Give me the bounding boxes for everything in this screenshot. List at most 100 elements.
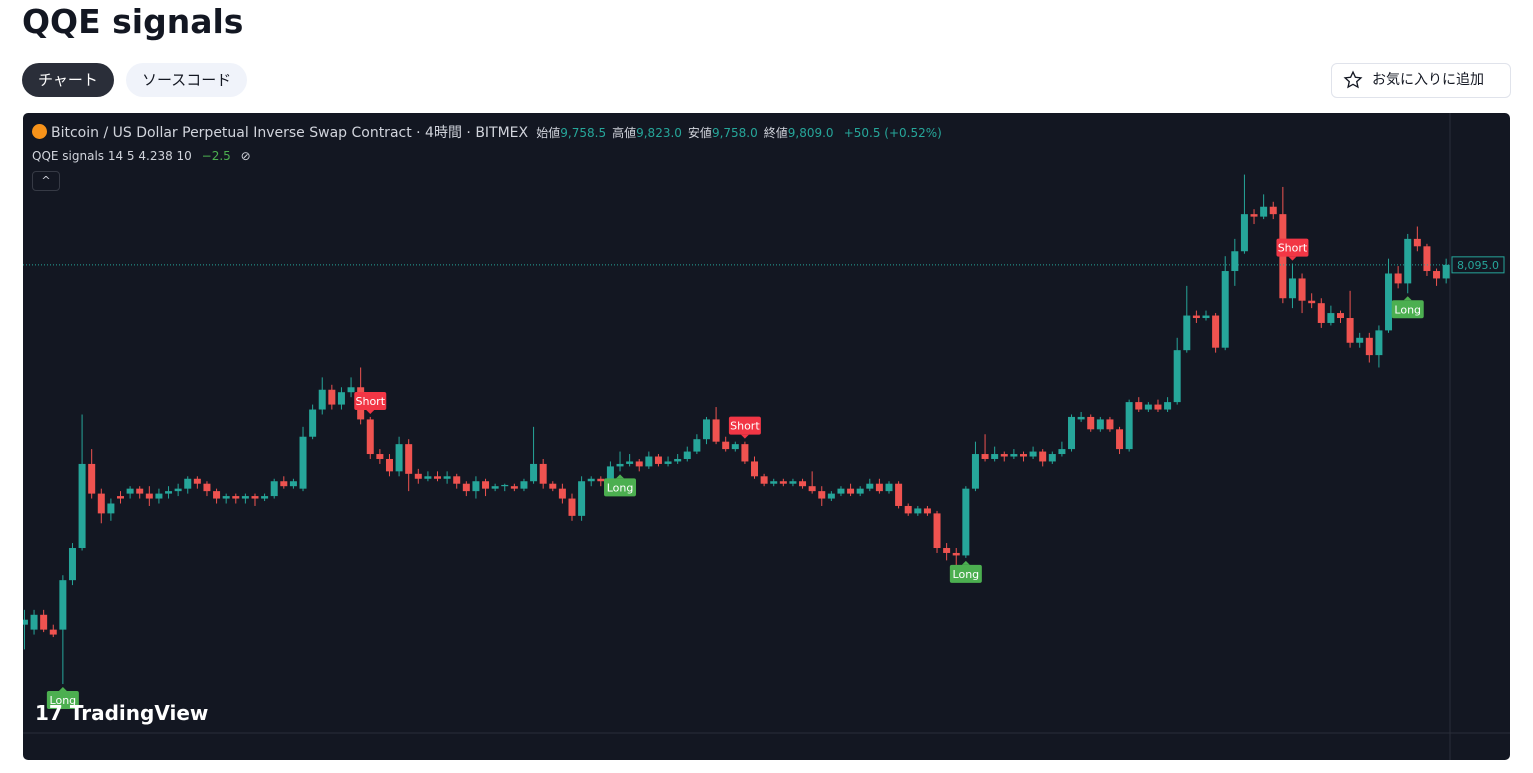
candle-body <box>241 496 249 499</box>
candle-body <box>155 493 163 499</box>
candle-body <box>1039 451 1047 462</box>
candle-body <box>683 451 691 459</box>
candle-body <box>1154 404 1162 410</box>
candle-body <box>1298 278 1306 301</box>
candle-body <box>549 483 557 489</box>
candle-body <box>1106 419 1114 430</box>
candle-body <box>289 481 297 487</box>
tab-chart[interactable]: チャート <box>22 63 114 97</box>
candle-body <box>203 483 211 492</box>
candle-body <box>1135 402 1143 410</box>
candle-body <box>1260 206 1268 217</box>
legend-value: 9,809.0 <box>787 126 834 140</box>
signal-box <box>728 416 761 435</box>
signal-pointer <box>740 434 749 439</box>
legend-value: 9,758.5 <box>560 126 607 140</box>
candle-body <box>606 466 614 482</box>
candle-body <box>885 483 893 492</box>
signal-label: Short <box>355 395 385 408</box>
candle-body <box>424 476 432 479</box>
candle-body <box>943 548 951 553</box>
candle-body <box>462 483 470 492</box>
candle-body <box>30 614 38 630</box>
signal-pointer <box>616 474 625 479</box>
candle-body <box>232 496 240 499</box>
candle-body <box>299 436 307 489</box>
candle-body <box>722 441 730 450</box>
last-price-label: 8,095.0 <box>1457 259 1499 272</box>
candle-body <box>962 488 970 556</box>
candle-body <box>1087 416 1095 430</box>
favorite-button[interactable]: お気に入りに追加 <box>1331 63 1511 98</box>
candle-body <box>405 444 413 474</box>
candle-body <box>491 486 499 489</box>
candle-body <box>1173 350 1181 403</box>
candle-body <box>222 496 230 499</box>
legend-value: 9,758.0 <box>711 126 758 140</box>
candle-body <box>866 483 874 489</box>
hide-icon[interactable]: ⊘ <box>240 149 251 163</box>
indicator-value: −2.5 <box>201 149 231 163</box>
candle-body <box>1096 419 1104 430</box>
candle-body <box>702 419 710 440</box>
signal-label: Long <box>953 568 980 581</box>
candle-body <box>597 478 605 482</box>
signal-box <box>604 478 637 497</box>
candle-body <box>1385 273 1393 331</box>
candle-body <box>1221 271 1229 348</box>
signal-box <box>1276 238 1309 257</box>
candle-body <box>482 481 490 489</box>
candle-body <box>578 481 586 516</box>
candle-body <box>1365 337 1373 356</box>
candle-body <box>693 439 701 452</box>
candle-body <box>1346 318 1354 343</box>
candle-body <box>981 454 989 459</box>
signal-pointer <box>1288 256 1297 261</box>
signal-label: Long <box>1394 303 1421 316</box>
change: +50.5 (+0.52%) <box>843 126 942 140</box>
signal-label: Short <box>730 420 760 433</box>
candle-body <box>1433 271 1441 279</box>
candle-body <box>366 419 374 455</box>
candle-body <box>827 493 835 499</box>
candle-body <box>318 389 326 410</box>
candle-body <box>1231 251 1239 272</box>
tab-source[interactable]: ソースコード <box>126 63 248 97</box>
candle-body <box>587 478 595 482</box>
signal-label: Short <box>1278 242 1308 255</box>
signal-label: Long <box>607 481 634 494</box>
candle-body <box>1423 246 1431 272</box>
candle-body <box>616 463 624 467</box>
candle-body <box>664 461 672 464</box>
candle-body <box>97 493 105 514</box>
candle-body <box>741 444 749 462</box>
favorite-label: お気に入りに追加 <box>1372 72 1484 88</box>
candle-body <box>1116 429 1124 450</box>
symbol-legend: Bitcoin / US Dollar Perpetual Inverse Sw… <box>32 122 942 142</box>
candle-body <box>40 614 48 630</box>
candle-body <box>1250 214 1258 217</box>
candle-body <box>472 481 480 492</box>
candle-body <box>837 488 845 494</box>
candle-body <box>1413 238 1421 247</box>
legend-value: 9,823.0 <box>636 126 682 140</box>
candle-body <box>145 493 153 499</box>
candle-body <box>88 463 96 494</box>
candle-body <box>923 508 931 514</box>
logo: 17 TradingView <box>35 701 208 725</box>
candle-body <box>251 496 259 499</box>
candle-body <box>1019 454 1027 457</box>
logo-mark: 17 <box>35 701 63 725</box>
candle-body <box>779 481 787 484</box>
candle-body <box>626 461 634 464</box>
candle-body <box>78 463 86 549</box>
candle-body <box>1317 303 1325 323</box>
signal-box <box>949 564 982 583</box>
signal-pointer <box>58 687 67 692</box>
candle-body <box>453 476 461 484</box>
collapse-button[interactable]: ^ <box>32 171 60 191</box>
candle-body <box>635 461 643 467</box>
candle-body <box>914 508 922 514</box>
candle-body <box>434 476 442 479</box>
